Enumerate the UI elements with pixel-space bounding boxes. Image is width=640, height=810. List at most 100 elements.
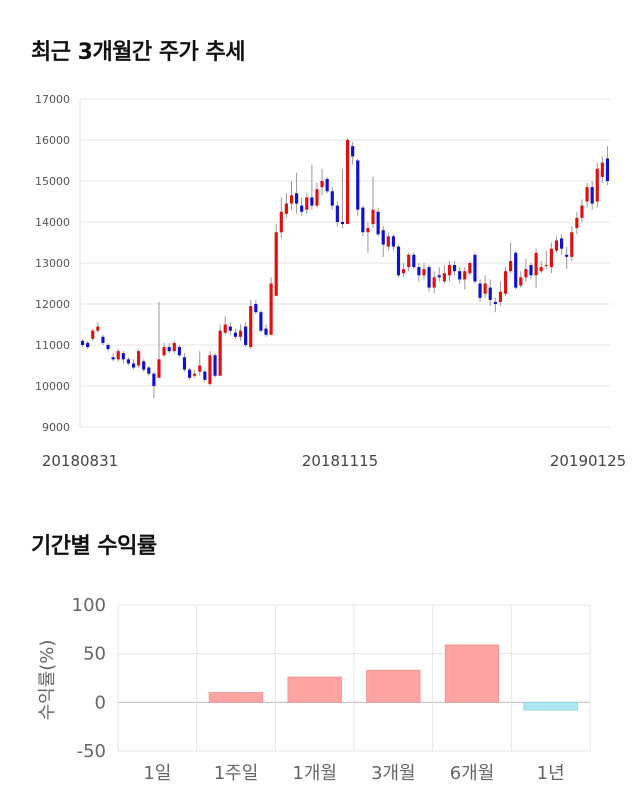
candle <box>417 263 421 282</box>
candle-body <box>549 248 553 268</box>
candle <box>391 234 395 251</box>
bar-y-axis: 100 50 0 -50 <box>72 595 106 762</box>
candle <box>483 275 487 298</box>
candle-body <box>172 342 176 352</box>
candle-body <box>289 195 294 204</box>
candle <box>422 263 426 280</box>
candle <box>356 158 360 216</box>
candle-body <box>498 291 503 302</box>
candle-body <box>600 162 604 177</box>
candle <box>254 299 258 315</box>
candle <box>187 367 192 380</box>
candle-body <box>284 203 288 214</box>
candle <box>549 242 553 274</box>
candle-body <box>351 146 355 157</box>
candle <box>488 279 492 307</box>
candle-body <box>580 205 584 218</box>
candle <box>442 265 446 284</box>
candle-body <box>295 193 299 204</box>
candle <box>478 279 482 302</box>
candle-body <box>565 254 569 257</box>
candle-body <box>560 238 564 249</box>
candle-y-tick-label: 10000 <box>35 380 70 393</box>
candle-body <box>213 355 217 376</box>
candle-y-tick-label: 17000 <box>35 93 70 106</box>
candle-body <box>203 371 207 380</box>
candle <box>111 353 115 362</box>
candle <box>233 328 238 339</box>
candle-body <box>198 365 202 372</box>
candle-body <box>310 197 314 206</box>
candle-body <box>402 269 406 274</box>
candle <box>80 338 85 348</box>
candle-y-tick-label: 14000 <box>35 216 70 229</box>
candle <box>381 226 385 257</box>
candle <box>218 324 222 376</box>
candle-body <box>167 347 171 352</box>
candle-body <box>244 326 248 345</box>
candle-body <box>233 332 238 337</box>
candle-body <box>503 271 508 294</box>
candle <box>534 248 538 288</box>
candle-y-tick-label: 16000 <box>35 134 70 147</box>
candle-body <box>488 287 492 300</box>
candle <box>116 349 120 362</box>
bar <box>444 644 500 703</box>
candle-body <box>575 217 579 229</box>
candle <box>320 168 324 196</box>
bar-category-label: 1주일 <box>214 763 259 784</box>
candle <box>147 365 151 376</box>
candle <box>376 207 380 237</box>
candle-body <box>585 187 589 202</box>
candle-body <box>193 373 197 376</box>
candle-body <box>468 263 472 274</box>
candle <box>244 322 248 348</box>
candle-body <box>254 304 258 313</box>
candle-body <box>187 369 192 378</box>
period-returns-title: 기간별 수익률 <box>31 534 157 559</box>
candle-body <box>396 246 401 276</box>
bar-series <box>208 644 578 711</box>
candle-body <box>524 269 528 278</box>
candle-body <box>228 326 232 331</box>
candle <box>605 146 610 186</box>
candle-body <box>391 236 395 247</box>
candle-y-tick-label: 13000 <box>35 257 70 270</box>
candle-body <box>249 306 253 348</box>
candle-y-tick-label: 11000 <box>35 339 70 352</box>
candle-body <box>371 209 375 225</box>
candle-y-tick-label: 9000 <box>42 421 70 434</box>
candle-body <box>509 260 513 272</box>
candle-body <box>412 254 416 268</box>
candle <box>172 340 176 354</box>
candle-body <box>595 168 599 202</box>
candle-body <box>356 160 360 210</box>
candle-body <box>529 265 533 276</box>
candle-body <box>381 230 385 245</box>
candle-body <box>101 336 105 343</box>
candle <box>554 236 559 253</box>
candle <box>152 371 156 399</box>
candle <box>371 176 375 229</box>
candle <box>340 168 345 229</box>
candle <box>91 328 95 341</box>
candle-series <box>80 137 610 399</box>
bar-x-axis: 1일 1주일 1개월 3개월 6개월 1년 <box>143 763 564 784</box>
candle-body <box>590 187 594 204</box>
candle <box>473 252 477 284</box>
candle-body <box>320 181 324 188</box>
candle <box>503 267 508 296</box>
candle-body <box>86 342 90 348</box>
candle <box>412 252 416 270</box>
candle <box>351 142 355 165</box>
candle <box>121 351 125 364</box>
candle-body <box>539 267 543 272</box>
bar-y-tick-label: 0 <box>95 692 106 713</box>
candle-body <box>264 328 268 335</box>
candle-body <box>269 283 273 335</box>
candle <box>310 164 314 210</box>
candle-body <box>279 211 283 233</box>
candle-body <box>432 277 436 288</box>
candle-x-tick-label: 20181115 <box>302 452 378 470</box>
